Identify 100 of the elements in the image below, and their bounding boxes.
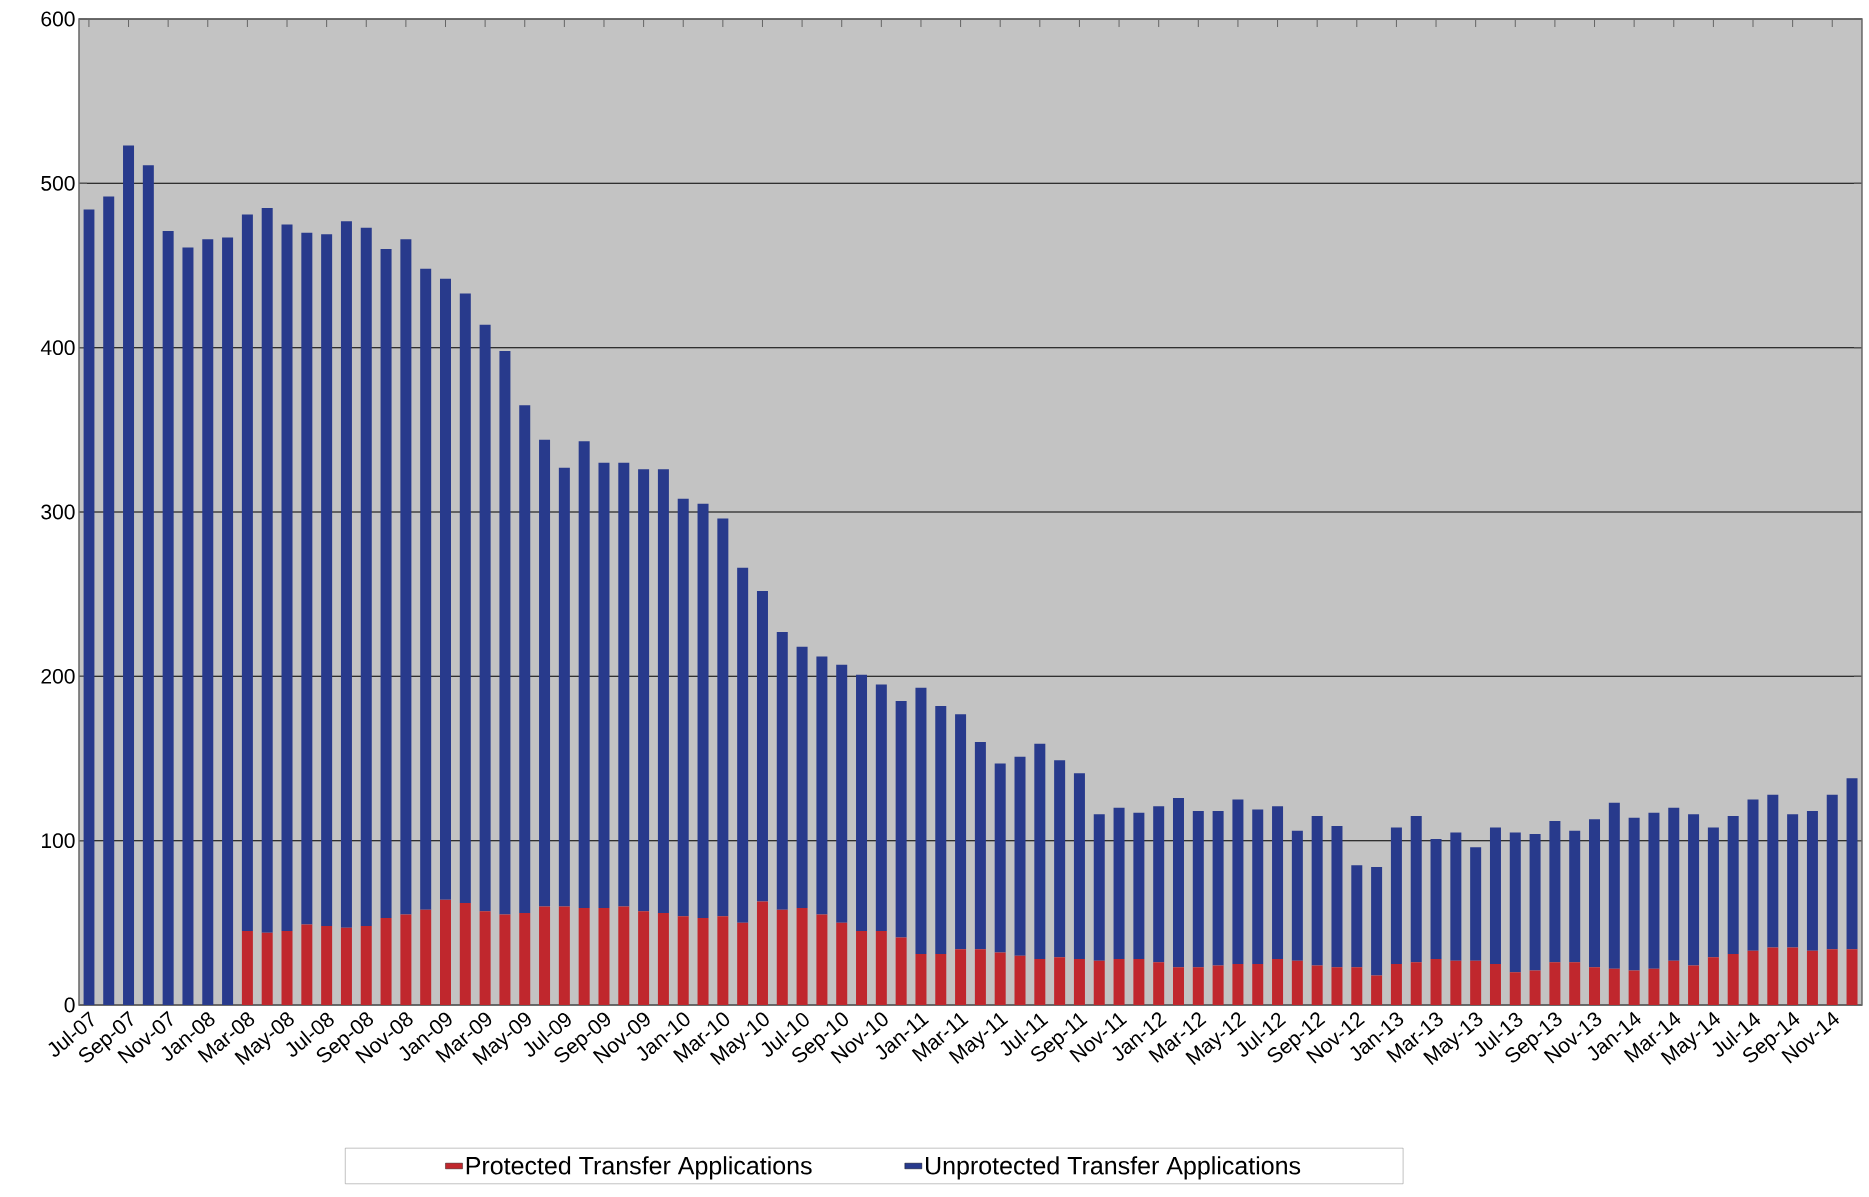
bar <box>321 926 333 1005</box>
bar <box>1093 960 1105 1005</box>
bar <box>1470 847 1482 961</box>
bar <box>1668 807 1680 961</box>
y-tick-label: 200 <box>41 668 75 684</box>
y-tick-label: 0 <box>64 997 75 1013</box>
bar <box>737 922 749 1005</box>
bar <box>974 742 986 950</box>
bar <box>1608 802 1620 969</box>
bar <box>1014 955 1026 1005</box>
bar <box>816 914 828 1005</box>
y-tick-label: 300 <box>41 504 75 520</box>
bar <box>222 237 234 1005</box>
bar <box>123 145 135 1005</box>
bar <box>1410 816 1422 963</box>
bar <box>142 165 154 1005</box>
bar <box>380 917 392 1005</box>
bar <box>1509 832 1521 973</box>
bar <box>994 952 1006 1005</box>
bar <box>895 937 907 1005</box>
bar <box>895 700 907 938</box>
bar <box>1153 806 1165 963</box>
bar <box>1232 963 1244 1005</box>
bar <box>836 664 848 923</box>
bar <box>638 911 650 1005</box>
bar <box>539 906 551 1005</box>
bar <box>420 268 432 910</box>
bar <box>1331 825 1343 968</box>
bar <box>1648 968 1660 1005</box>
bar <box>1589 819 1601 968</box>
bar <box>1509 972 1521 1005</box>
y-tick-label: 100 <box>42 833 75 849</box>
bar <box>380 249 392 918</box>
bar <box>856 931 868 1005</box>
bar <box>1767 794 1779 948</box>
bar <box>301 924 313 1005</box>
bar <box>479 324 491 912</box>
bar <box>162 230 174 1005</box>
bar <box>360 926 372 1005</box>
bar <box>1351 967 1363 1005</box>
bar <box>1489 827 1501 964</box>
bar <box>1806 811 1818 951</box>
bar <box>321 234 333 927</box>
bar <box>281 224 293 932</box>
bar <box>420 909 432 1005</box>
bar <box>1767 947 1779 1005</box>
bar <box>875 931 887 1005</box>
bar <box>1212 965 1224 1005</box>
bar <box>1430 958 1442 1005</box>
bar <box>519 912 531 1005</box>
bar <box>1272 806 1284 959</box>
bar <box>400 914 412 1005</box>
bar <box>776 631 788 910</box>
bar <box>1133 812 1145 959</box>
bar <box>1291 830 1303 961</box>
bar <box>578 908 590 1005</box>
bar <box>1192 811 1204 968</box>
bar <box>1608 968 1620 1005</box>
bar <box>856 674 868 932</box>
bar <box>519 405 531 913</box>
bar <box>1073 958 1085 1005</box>
bar <box>1252 809 1264 964</box>
bar <box>1628 817 1640 971</box>
bar <box>1073 773 1085 959</box>
bar <box>1113 807 1125 959</box>
bar <box>202 239 214 1005</box>
bar <box>677 498 689 917</box>
bar <box>499 350 511 915</box>
bar <box>935 705 947 955</box>
bar <box>836 922 848 1005</box>
bar <box>677 916 689 1005</box>
bar <box>1727 954 1739 1005</box>
bar <box>1529 970 1541 1005</box>
bar <box>1371 866 1383 976</box>
bar <box>340 927 352 1005</box>
bar <box>440 278 451 900</box>
bar <box>241 214 253 932</box>
bar <box>1589 967 1601 1005</box>
bar <box>1252 963 1264 1005</box>
bar <box>261 932 273 1005</box>
bar <box>935 954 947 1005</box>
bar <box>598 462 610 909</box>
bar <box>638 469 650 912</box>
y-tick-label: 400 <box>40 340 75 356</box>
bar <box>1192 967 1204 1005</box>
bar <box>816 656 828 915</box>
bar <box>1648 812 1660 969</box>
bar <box>1707 957 1719 1005</box>
bar <box>1806 950 1818 1005</box>
bar <box>241 931 253 1005</box>
bar <box>1291 960 1303 1005</box>
bar <box>103 196 115 1005</box>
bar <box>1034 958 1046 1005</box>
bar <box>1826 794 1838 950</box>
bar <box>1133 958 1145 1005</box>
bar <box>1034 743 1046 959</box>
bar <box>598 908 610 1005</box>
bar <box>578 441 590 909</box>
bar <box>1054 760 1066 958</box>
bar <box>1390 963 1402 1005</box>
